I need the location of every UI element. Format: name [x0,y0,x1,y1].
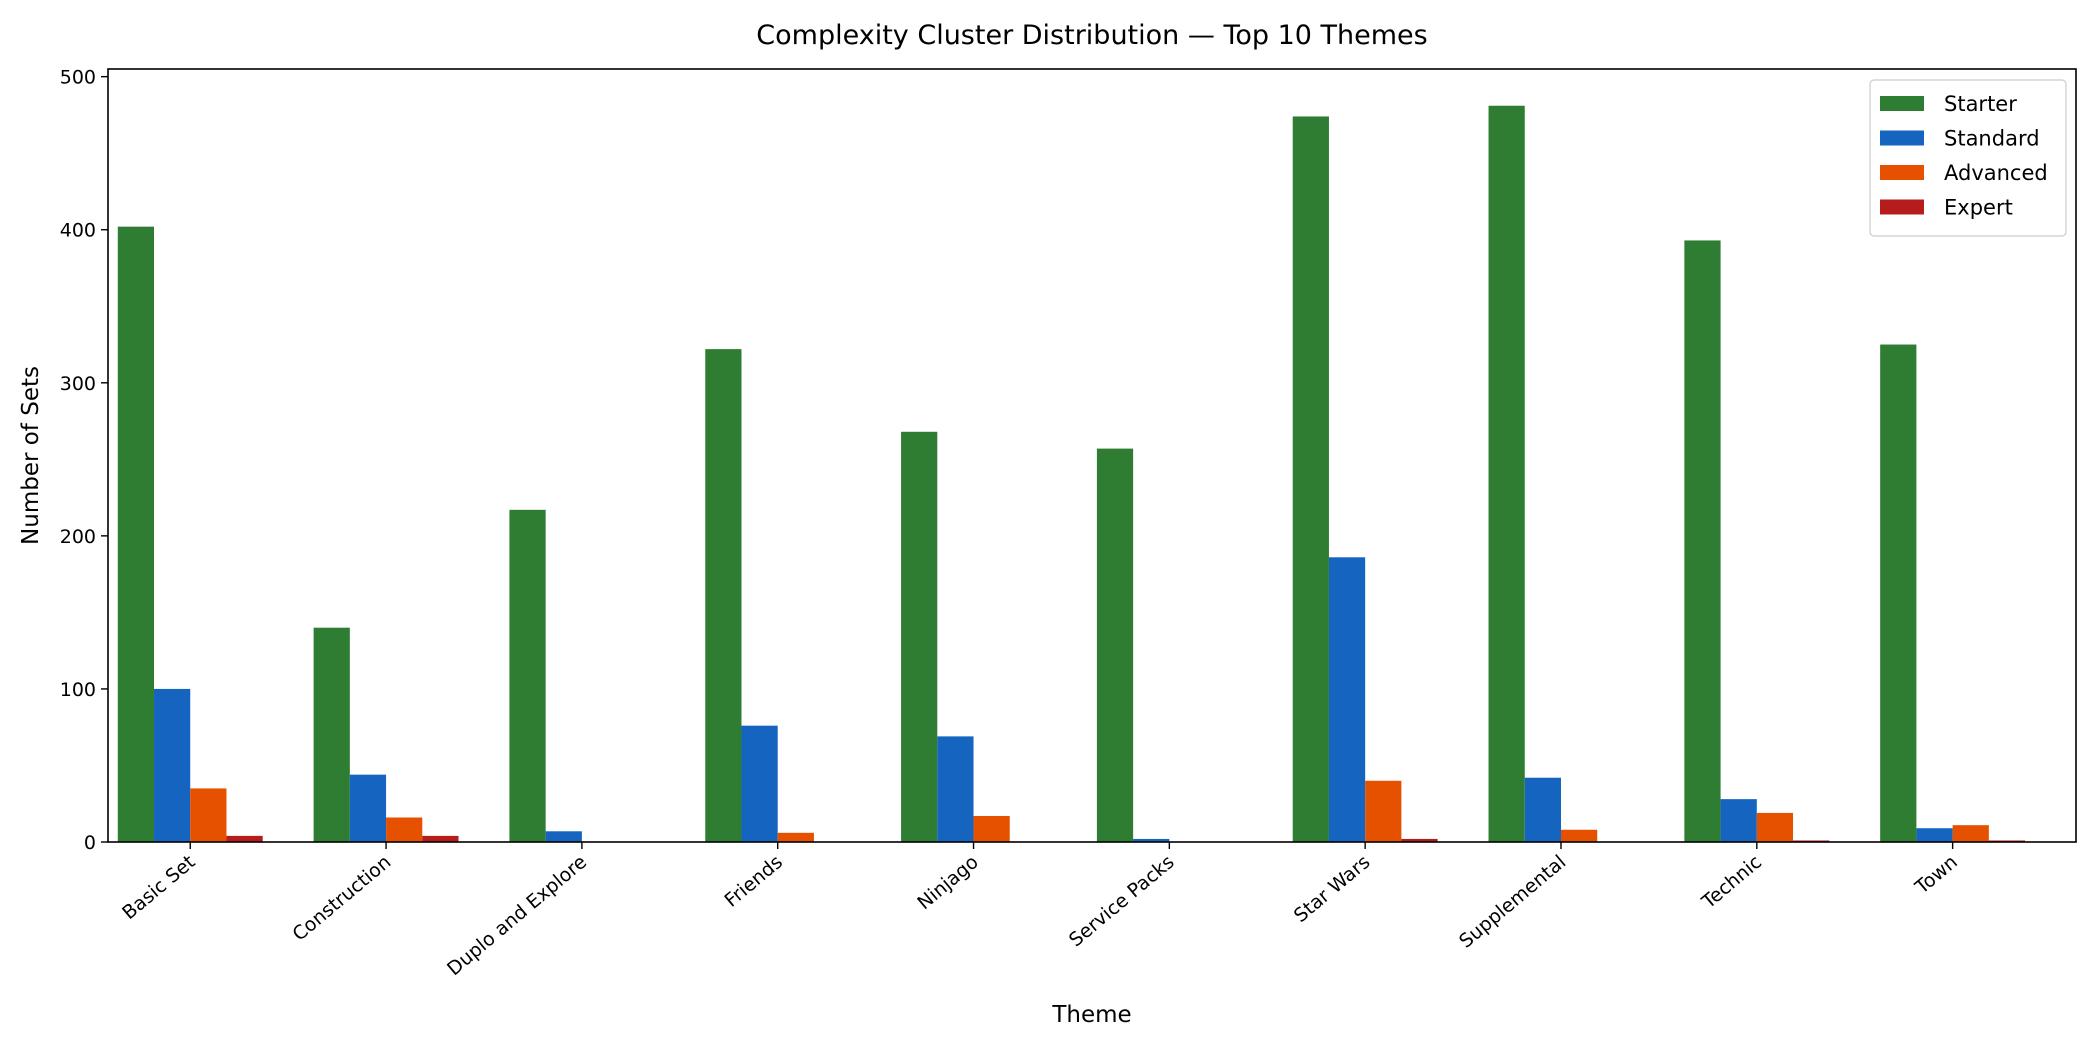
bar-advanced-6 [1365,780,1402,842]
bar-advanced-7 [1560,829,1598,842]
x-axis-label: Theme [1051,1002,1131,1028]
bar-standard-2 [545,831,582,842]
bar-advanced-1 [386,817,423,842]
legend-label-advanced: Advanced [1944,161,2048,185]
legend-box [1869,79,2067,237]
x-axis-ticks: Basic Set Construction Duplo and Explore Fr… [118,842,1962,980]
bar-advanced-8 [1756,812,1794,842]
bar-starter-1 [313,627,350,842]
bar-standard-0 [154,688,191,842]
legend-swatch-standard [1880,130,1924,146]
bar-standard-5 [1133,838,1170,842]
legend: Starter Standard Advanced Expert [1869,79,2067,237]
y-tick-label: 400 [60,220,96,242]
x-tick-label: Star Wars [1290,851,1375,927]
bar-expert-0 [226,835,263,842]
legend-label-standard: Standard [1944,127,2040,151]
bar-starter-9 [1880,344,1917,842]
bar-starter-7 [1488,105,1525,842]
bar-advanced-0 [190,788,227,842]
bar-starter-0 [117,226,155,843]
y-tick-label: 300 [60,373,96,395]
x-tick-label: Basic Set [118,851,199,924]
legend-swatch-expert [1880,199,1924,215]
bar-standard-3 [741,725,778,842]
bar-standard-6 [1328,557,1366,842]
bar-advanced-3 [777,832,814,842]
bar-starter-4 [901,431,938,842]
legend-swatch-starter [1880,96,1924,111]
y-tick-label: 500 [60,67,96,89]
legend-label-expert: Expert [1944,196,2013,220]
bar-starter-2 [509,509,546,842]
bar-starter-6 [1292,116,1329,843]
x-tick-label: Duplo and Explore [443,851,591,980]
y-tick-label: 100 [60,679,96,701]
y-tick-label: 0 [84,832,96,854]
legend-swatch-advanced [1880,165,1924,180]
legend-label-starter: Starter [1944,92,2017,116]
y-axis-ticks: 0 100 200 300 400 500 [60,67,108,854]
plot-frame [107,68,2077,843]
bar-advanced-9 [1952,825,1989,842]
y-tick-label: 200 [60,526,96,548]
x-tick-label: Technic [1697,851,1766,914]
x-tick-label: Construction [288,851,395,946]
bar-starter-5 [1096,448,1134,842]
y-axis-label: Number of Sets [18,366,44,545]
x-tick-label: Town [1910,851,1961,899]
bar-standard-9 [1916,828,1953,842]
bar-starter-8 [1684,240,1721,842]
x-tick-label: Service Packs [1065,851,1179,951]
bar-expert-1 [422,835,459,842]
bar-advanced-4 [973,815,1010,842]
bar-standard-7 [1524,777,1561,842]
x-tick-label: Supplemental [1455,851,1570,953]
bar-standard-1 [349,774,387,842]
bars-layer [117,105,2026,843]
bar-expert-6 [1401,838,1438,842]
bar-standard-8 [1720,799,1757,842]
x-tick-label: Friends [720,851,786,912]
x-tick-label: Ninjago [913,851,982,914]
bar-standard-4 [937,736,974,842]
bar-starter-3 [705,349,742,842]
chart-title: Complexity Cluster Distribution — Top 10… [756,20,1427,51]
